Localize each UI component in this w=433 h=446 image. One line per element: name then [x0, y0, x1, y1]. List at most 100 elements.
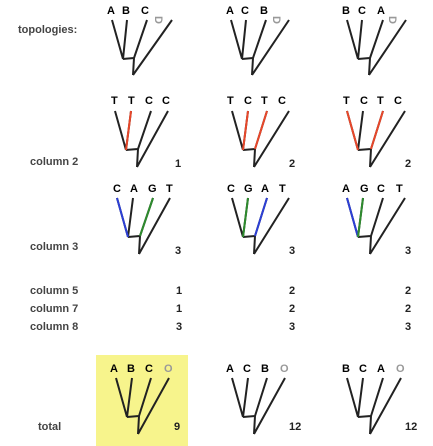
tree-branches — [111, 19, 173, 76]
state-label: C — [377, 183, 385, 195]
leaf-label: B — [127, 363, 135, 375]
state-label: A — [261, 183, 269, 195]
tree-branches — [346, 19, 407, 76]
leaf-label-rotated: D — [386, 16, 398, 24]
final-tree-3: B C A O 12 — [342, 363, 417, 435]
total-score: 9 — [174, 421, 180, 433]
state-label: G — [360, 183, 369, 195]
state-label: C — [162, 95, 170, 107]
label-column-7: column 7 — [30, 303, 78, 315]
leaf-label: C — [241, 5, 249, 17]
state-label: T — [396, 183, 403, 195]
tree-branches — [231, 197, 290, 255]
column8-score-3: 3 — [405, 321, 411, 333]
tree-branches — [346, 377, 402, 435]
final-tree-1: A B C O 9 — [110, 363, 180, 435]
score: 2 — [289, 158, 295, 170]
state-label: T — [377, 95, 384, 107]
leaf-label: B — [260, 5, 268, 17]
state-label: C — [244, 95, 252, 107]
label-column-3: column 3 — [30, 241, 78, 253]
column2-tree-3: T C T C 2 — [343, 95, 411, 170]
state-label: T — [111, 95, 118, 107]
column5-score-2: 2 — [289, 285, 295, 297]
label-column-2: column 2 — [30, 156, 78, 168]
leaf-label: B — [342, 5, 350, 17]
leaf-label-rotated: D — [270, 16, 282, 24]
tree-branches — [115, 377, 170, 435]
state-label: A — [130, 183, 138, 195]
column7-score-2: 2 — [289, 303, 295, 315]
column5-score-3: 2 — [405, 285, 411, 297]
state-label: T — [128, 95, 135, 107]
tree-branches — [231, 377, 286, 435]
topology-tree-1: A B C — [107, 5, 173, 76]
leaf-label: C — [243, 363, 251, 375]
leaf-label-outgroup: O — [280, 363, 289, 375]
column7-score-3: 2 — [405, 303, 411, 315]
leaf-label-outgroup: O — [396, 363, 405, 375]
score: 1 — [175, 158, 181, 170]
leaf-label: B — [261, 363, 269, 375]
changed-branch-green — [139, 197, 154, 237]
leaf-label: B — [122, 5, 130, 17]
column5-score-1: 1 — [176, 285, 182, 297]
best-tree-highlight — [96, 355, 188, 446]
column3-tree-2: C G A T 3 — [227, 183, 295, 257]
topology-tree-2: A C B — [226, 5, 290, 76]
label-column-5: column 5 — [30, 285, 78, 297]
state-label: T — [166, 183, 173, 195]
changed-branch-green — [242, 197, 249, 238]
column3-tree-1: C A G T 3 — [113, 183, 181, 257]
column2-tree-1: T T C C 1 — [111, 95, 181, 170]
leaf-label: A — [107, 5, 115, 17]
final-tree-2: A C B O 12 — [226, 363, 301, 435]
leaf-label: A — [377, 363, 385, 375]
column8-score-1: 3 — [176, 321, 182, 333]
column7-score-1: 1 — [176, 303, 182, 315]
topology-tree-3: B C A — [342, 5, 407, 76]
leaf-label: C — [141, 5, 149, 17]
state-label: C — [227, 183, 235, 195]
label-total: total — [38, 421, 61, 433]
label-topologies: topologies: — [18, 24, 77, 36]
total-score: 12 — [405, 421, 417, 433]
state-label: G — [244, 183, 253, 195]
score: 3 — [175, 245, 181, 257]
score: 2 — [405, 158, 411, 170]
changed-branch-blue — [254, 197, 268, 237]
column3-tree-3: A G C T 3 — [342, 183, 411, 257]
state-label: C — [394, 95, 402, 107]
leaf-label-outgroup: O — [164, 363, 173, 375]
changed-branch-blue — [346, 197, 359, 238]
leaf-label: A — [377, 5, 385, 17]
changed-branch — [125, 110, 132, 151]
leaf-label-rotated: D — [152, 16, 164, 24]
changed-branch — [346, 110, 384, 151]
column2-tree-2: T C T C 2 — [227, 95, 295, 170]
leaf-label: C — [145, 363, 153, 375]
changed-branch-green — [357, 197, 364, 238]
column8-score-2: 3 — [289, 321, 295, 333]
state-label: T — [227, 95, 234, 107]
state-label: A — [342, 183, 350, 195]
tree-branches — [114, 110, 169, 168]
tree-branches — [230, 19, 290, 76]
score: 3 — [289, 245, 295, 257]
leaf-label: A — [226, 5, 234, 17]
state-label: C — [145, 95, 153, 107]
state-label: C — [113, 183, 121, 195]
tree-branches — [231, 110, 290, 168]
leaf-label: C — [358, 5, 366, 17]
state-label: T — [343, 95, 350, 107]
label-column-8: column 8 — [30, 321, 78, 333]
changed-branch-blue — [116, 197, 129, 238]
state-label: G — [148, 183, 157, 195]
leaf-label: A — [226, 363, 234, 375]
changed-branch — [242, 110, 268, 151]
state-label: T — [261, 95, 268, 107]
leaf-label: A — [110, 363, 118, 375]
state-label: T — [279, 183, 286, 195]
total-score: 12 — [289, 421, 301, 433]
state-label: C — [360, 95, 368, 107]
